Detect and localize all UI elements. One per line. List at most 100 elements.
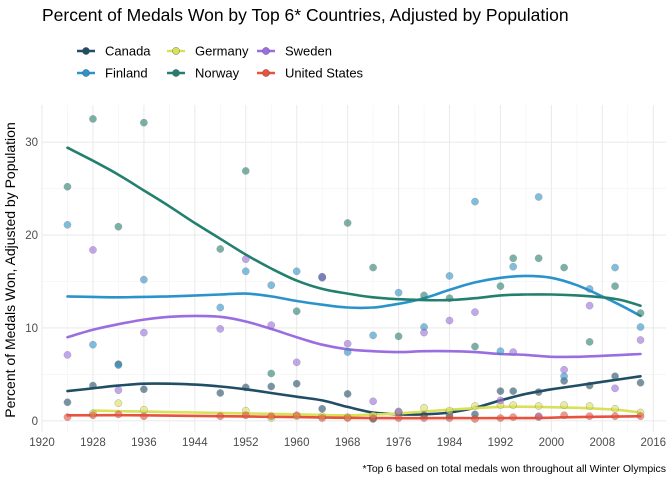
data-point (292, 411, 301, 420)
data-point (343, 414, 352, 422)
trend-line-sweden (66, 314, 642, 359)
data-point (140, 328, 148, 337)
y-tick-label: 0 (32, 416, 38, 428)
data-points (63, 115, 645, 423)
data-point (420, 328, 428, 337)
legend-label: Norway (195, 66, 240, 81)
data-point (496, 387, 505, 395)
legend-item-canada: Canada (77, 44, 151, 59)
chart-caption: *Top 6 based on total medals won through… (363, 463, 667, 475)
data-point (216, 389, 225, 397)
data-point (560, 401, 568, 409)
legend-key-point (262, 69, 270, 77)
data-point (496, 396, 505, 405)
data-point (343, 219, 352, 227)
data-point (394, 332, 403, 341)
data-point (140, 275, 148, 284)
trend-line-norway (66, 146, 642, 307)
data-point (114, 361, 123, 369)
y-axis-title: Percent of Medals Won, Adjusted by Popul… (2, 122, 18, 417)
x-tick-label: 1928 (80, 437, 106, 449)
data-point (140, 118, 148, 127)
x-tick-label: 2016 (640, 437, 666, 449)
data-point (420, 291, 428, 300)
data-point (63, 398, 72, 407)
data-point (534, 402, 543, 410)
data-point (267, 281, 276, 290)
data-point (585, 412, 594, 421)
data-point (636, 378, 645, 387)
x-axis-ticks: 1920 1928 1936 1944 1952 1960 1968 1976 1984 1992… (29, 437, 666, 449)
data-point (534, 193, 543, 201)
data-point (292, 358, 301, 367)
series-points-united-states (63, 410, 645, 423)
data-point (318, 414, 326, 422)
x-tick-label: 1960 (284, 437, 310, 449)
x-tick-label: 1936 (131, 437, 157, 449)
data-point (560, 372, 568, 381)
legend-item-finland: Finland (77, 66, 148, 81)
data-point (560, 365, 568, 374)
series-points-finland (63, 193, 645, 381)
trend-lines (66, 146, 642, 420)
data-point (267, 321, 276, 329)
data-point (394, 288, 403, 297)
trend-line-finland (66, 274, 642, 318)
data-point (611, 282, 619, 290)
data-point (611, 384, 619, 393)
data-point (636, 336, 645, 344)
x-tick-label: 1992 (488, 437, 514, 449)
data-point (140, 385, 148, 394)
data-point (471, 308, 479, 316)
data-point (534, 413, 543, 421)
data-point (343, 390, 352, 398)
data-point (369, 397, 377, 406)
data-point (471, 342, 479, 351)
x-tick-label: 1920 (29, 437, 55, 449)
series-points-norway (63, 115, 645, 378)
data-point (216, 245, 225, 253)
data-point (636, 412, 645, 421)
data-point (496, 282, 505, 290)
legend-item-germany: Germany (167, 44, 249, 59)
data-point (63, 351, 72, 359)
x-tick-label: 2008 (590, 437, 616, 449)
data-point (509, 262, 517, 271)
data-point (241, 411, 250, 420)
data-point (445, 316, 454, 325)
legend-key-point (82, 69, 90, 77)
data-point (89, 411, 97, 420)
data-point (63, 221, 72, 229)
legend-key-point (172, 47, 180, 55)
data-point (585, 381, 594, 390)
data-point (509, 348, 517, 356)
data-point (471, 415, 479, 423)
y-axis-ticks: 0 10 20 30 (25, 137, 38, 428)
y-tick-label: 20 (25, 230, 38, 242)
x-tick-label: 1944 (182, 437, 208, 449)
data-point (445, 294, 454, 303)
data-point (496, 414, 505, 422)
x-tick-label: 1984 (437, 437, 463, 449)
trend-line-canada (66, 375, 642, 416)
data-point (534, 254, 543, 263)
data-point (611, 412, 619, 421)
data-point (534, 388, 543, 396)
data-point (292, 267, 301, 276)
data-point (63, 413, 72, 421)
data-point (509, 413, 517, 421)
x-tick-label: 1968 (335, 437, 361, 449)
data-point (241, 383, 250, 392)
data-point (216, 412, 225, 421)
data-point (560, 263, 568, 272)
data-point (241, 255, 250, 264)
data-point (420, 414, 428, 422)
x-tick-label: 1976 (386, 437, 412, 449)
data-point (114, 410, 123, 419)
y-tick-label: 10 (25, 323, 38, 335)
data-point (267, 369, 276, 378)
series-points-canada (63, 360, 645, 423)
data-point (318, 404, 326, 413)
data-point (89, 115, 97, 123)
